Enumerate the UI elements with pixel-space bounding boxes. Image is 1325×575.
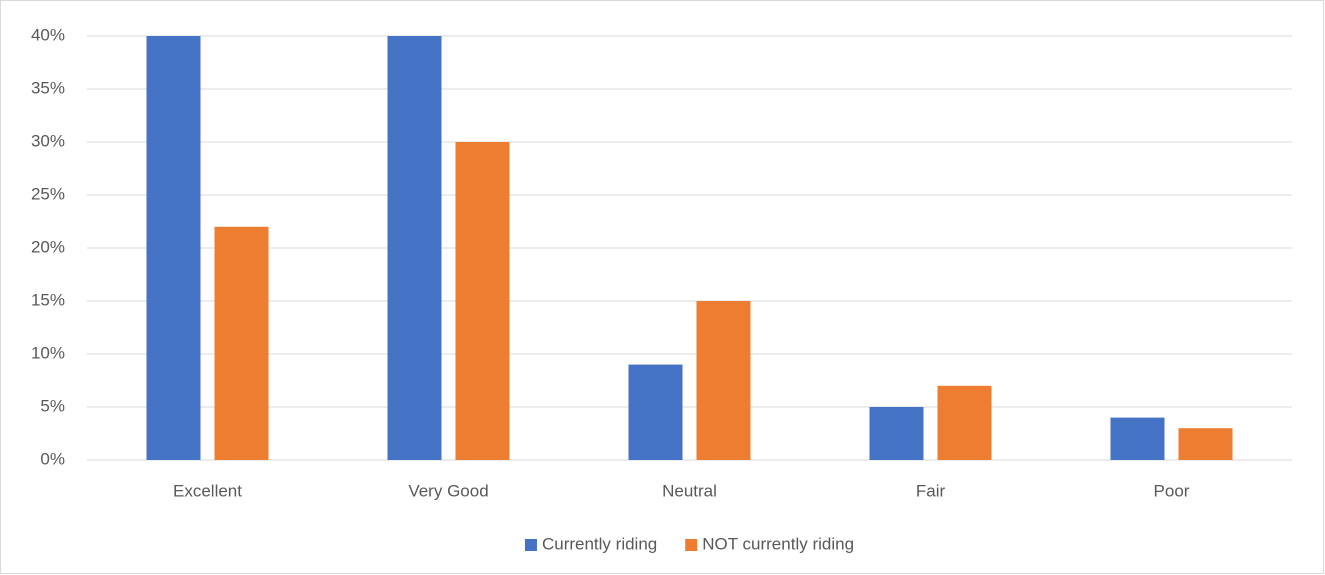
y-tick-label: 25% (31, 184, 65, 203)
bar (696, 301, 751, 460)
bar (146, 36, 201, 460)
y-tick-label: 10% (31, 343, 65, 362)
y-tick-label: 15% (31, 290, 65, 309)
x-tick-label: Excellent (173, 481, 242, 500)
y-tick-label: 30% (31, 131, 65, 150)
x-tick-label: Fair (916, 481, 946, 500)
legend-label: NOT currently riding (702, 534, 854, 553)
legend-label: Currently riding (542, 534, 657, 553)
bar (869, 407, 924, 460)
y-tick-label: 40% (31, 25, 65, 44)
y-tick-label: 5% (40, 396, 65, 415)
legend-swatch (524, 539, 537, 551)
x-tick-label: Neutral (662, 481, 717, 500)
x-tick-label: Very Good (408, 481, 488, 500)
y-tick-label: 0% (40, 449, 65, 468)
y-tick-label: 20% (31, 237, 65, 256)
bar (937, 385, 992, 460)
bar (387, 36, 442, 460)
x-tick-label: Poor (1154, 481, 1190, 500)
bar (1178, 428, 1233, 460)
legend-swatch (685, 539, 698, 551)
bar (628, 364, 683, 460)
y-tick-label: 35% (31, 78, 65, 97)
bar (214, 226, 269, 460)
bar (1110, 417, 1165, 460)
bar (455, 142, 510, 460)
